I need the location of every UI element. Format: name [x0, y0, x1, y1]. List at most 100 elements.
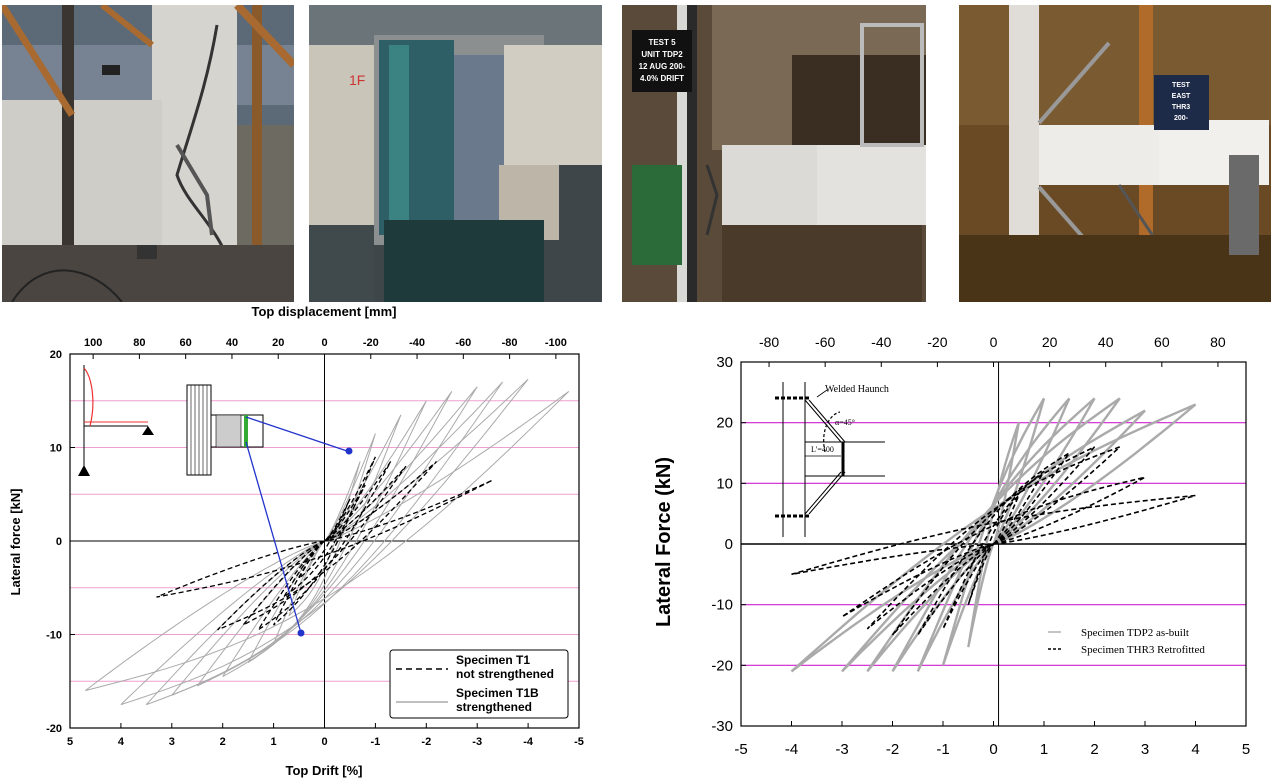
photo-4-sign-line-3: THR3: [1172, 104, 1190, 111]
photo-3-sign-line-3: 12 AUG 200-: [639, 62, 686, 71]
c2-legend-tdp2: Specimen TDP2 as-built: [1081, 627, 1189, 639]
c1-legend-t1b-line1: Specimen T1B: [456, 686, 539, 700]
chart-tdp2-svg: -5 -4 -3 -2 -1 0 1 2 3 4 5-80 -60 -40 -20 0 20 40 60 80302…: [653, 334, 1250, 758]
c2-thr3-cycle-6: [841, 476, 1146, 618]
c2-legend: Specimen TDP2 as-built Specimen THR3 Ret…: [1048, 627, 1205, 656]
c1-x2tick-label-5: 0: [321, 337, 327, 349]
c1-x2tick-label-2: 60: [180, 337, 192, 349]
photo-3-sign-line-1: TEST 5: [648, 38, 676, 47]
photo-thr3-test: TEST EAST THR3 200-: [959, 5, 1271, 302]
c1-gridlines: [70, 354, 579, 728]
c1-x2tick-label-10: -100: [545, 337, 567, 349]
c2-axes-ticks: -5 -4 -3 -2 -1 0 1 2 3 4 5-80 -60 -40 -20 0 20 40 60 80302…: [711, 334, 1250, 758]
photo-4-sign-line-2: EAST: [1172, 93, 1191, 100]
c1-x2tick-label-6: -20: [363, 337, 379, 349]
photo-2-mark: 1F: [349, 72, 365, 88]
c1-legend-t1-line2: not strengthened: [456, 667, 554, 681]
c1-inset-diagram: [78, 365, 351, 634]
c1-x2tick-label-8: -60: [455, 337, 471, 349]
c1-legend-t1b-line2: strengthened: [456, 700, 532, 714]
c2-xtick-label-6: 1: [1040, 741, 1048, 758]
photo-4-sign-line-4: 200-: [1174, 115, 1189, 122]
photo-4-sign-line-1: TEST: [1172, 82, 1191, 89]
c2-ytick-label-4: -10: [711, 597, 733, 614]
c1-xtick-label-6: -1: [371, 736, 381, 748]
c1-xtick-label-2: 3: [169, 736, 175, 748]
photo-3-sign-line-2: UNIT TDP2: [641, 50, 683, 59]
photo-joint-damage: 1F: [309, 5, 602, 302]
c2-tdp2-cycle-7: [790, 403, 1197, 673]
c2-inset-diagram: Welded Haunch α=45° L'=400: [775, 382, 889, 537]
c1-x2tick-label-0: 100: [84, 337, 102, 349]
c2-xtick-label-9: 4: [1191, 741, 1199, 758]
c2-xtick-label-3: -2: [886, 741, 899, 758]
c1-x2tick-label-7: -40: [409, 337, 425, 349]
c1-xtick-label-10: -5: [574, 736, 584, 748]
c1-x2tick-label-9: -80: [502, 337, 518, 349]
c1-t1b-cycle-4: [222, 400, 427, 678]
c2-inset-haunch-label: Welded Haunch: [825, 384, 889, 395]
c2-gridlines: [741, 362, 1246, 726]
c1-t1b-cycle-9: [84, 390, 570, 692]
c2-inset-length-label: L'=400: [811, 445, 834, 454]
c2-thr3-cycle-1: [967, 494, 1020, 605]
c2-xtick-label-8: 3: [1141, 741, 1149, 758]
c2-x2tick-label-8: 80: [1210, 334, 1226, 350]
c2-xtick-label-5: 0: [989, 741, 997, 758]
c2-ytick-label-1: 20: [716, 415, 733, 432]
c2-x2tick-label-2: -40: [871, 334, 891, 350]
c2-x2tick-label-3: -20: [927, 334, 947, 350]
c2-x2tick-label-5: 20: [1042, 334, 1058, 350]
photo-tdp2-test: TEST 5 UNIT TDP2 12 AUG 200- 4.0% DRIFT: [622, 5, 926, 302]
c1-t1-cycle-2: [283, 484, 366, 598]
c1-t1-cycle-6: [217, 461, 437, 631]
c1-ytick-label-1: 10: [50, 443, 62, 455]
c2-x2tick-label-6: 40: [1098, 334, 1114, 350]
c1-t1-cycle-4: [257, 461, 392, 631]
c2-ytick-label-6: -30: [711, 718, 733, 735]
c2-xtick-label-0: -5: [734, 741, 747, 758]
c2-x2tick-label-7: 60: [1154, 334, 1170, 350]
c2-x2tick-label-1: -60: [815, 334, 835, 350]
photo-column-crack: [2, 5, 294, 302]
c1-x2tick-label-3: 40: [226, 337, 238, 349]
c1-ytick-label-2: 0: [56, 536, 62, 548]
photo-3-sign-line-4: 4.0% DRIFT: [640, 74, 684, 83]
c1-xtick-label-4: 1: [271, 736, 277, 748]
c2-x2tick-label-4: 0: [990, 334, 998, 350]
c1-t1-cycle-7: [156, 479, 493, 598]
c2-ytick-label-2: 10: [716, 475, 733, 492]
c2-ytick-label-3: 0: [725, 536, 733, 553]
c1-series-t1: [156, 456, 493, 631]
c1-annotation-point-lower: [297, 629, 305, 637]
chart-tdp2: -5 -4 -3 -2 -1 0 1 2 3 4 5 -80 -60 -40 -20 0 20 40 60 80 30 2…: [635, 302, 1273, 781]
c1-y-axis-label: Lateral force [kN]: [8, 489, 23, 596]
c2-tdp2-cycle-6: [841, 409, 1146, 673]
c1-xtick-label-7: -2: [421, 736, 431, 748]
c2-thr3-cycle-7: [791, 494, 1196, 576]
c2-y-axis-label: Lateral Force (kN): [653, 457, 675, 627]
c2-x2tick-label-0: -80: [759, 334, 779, 350]
c2-thr3-cycle-3: [917, 452, 1070, 636]
c2-thr3-cycle-5: [866, 446, 1121, 630]
c1-ytick-label-3: -10: [46, 630, 62, 642]
c1-x2tick-label-1: 80: [133, 337, 145, 349]
chart-t1: 5 4 3 2 1 0 -1 -2 -3 -4 -5 100 80 60 40 20 0 -20 -40 -60 -80…: [0, 302, 600, 781]
c2-xtick-label-10: 5: [1242, 741, 1250, 758]
c2-xtick-label-7: 2: [1090, 741, 1098, 758]
c1-t1-cycle-5: [242, 465, 407, 626]
c2-xtick-label-2: -3: [835, 741, 848, 758]
c1-xtick-label-8: -3: [472, 736, 482, 748]
c1-legend-t1-line1: Specimen T1: [456, 653, 530, 667]
c1-annotation-point-upper: [345, 447, 353, 455]
c2-ytick-label-5: -20: [711, 657, 733, 674]
c2-xtick-label-1: -4: [785, 741, 798, 758]
c2-tdp2-cycle-5: [866, 397, 1121, 673]
c1-xtick-label-0: 5: [67, 736, 73, 748]
c1-legend: Specimen T1 not strengthened Specimen T1…: [389, 649, 569, 719]
c1-xtick-label-3: 2: [220, 736, 226, 748]
c1-ytick-label-4: -20: [46, 723, 62, 735]
c2-series-thr3: [791, 446, 1196, 636]
